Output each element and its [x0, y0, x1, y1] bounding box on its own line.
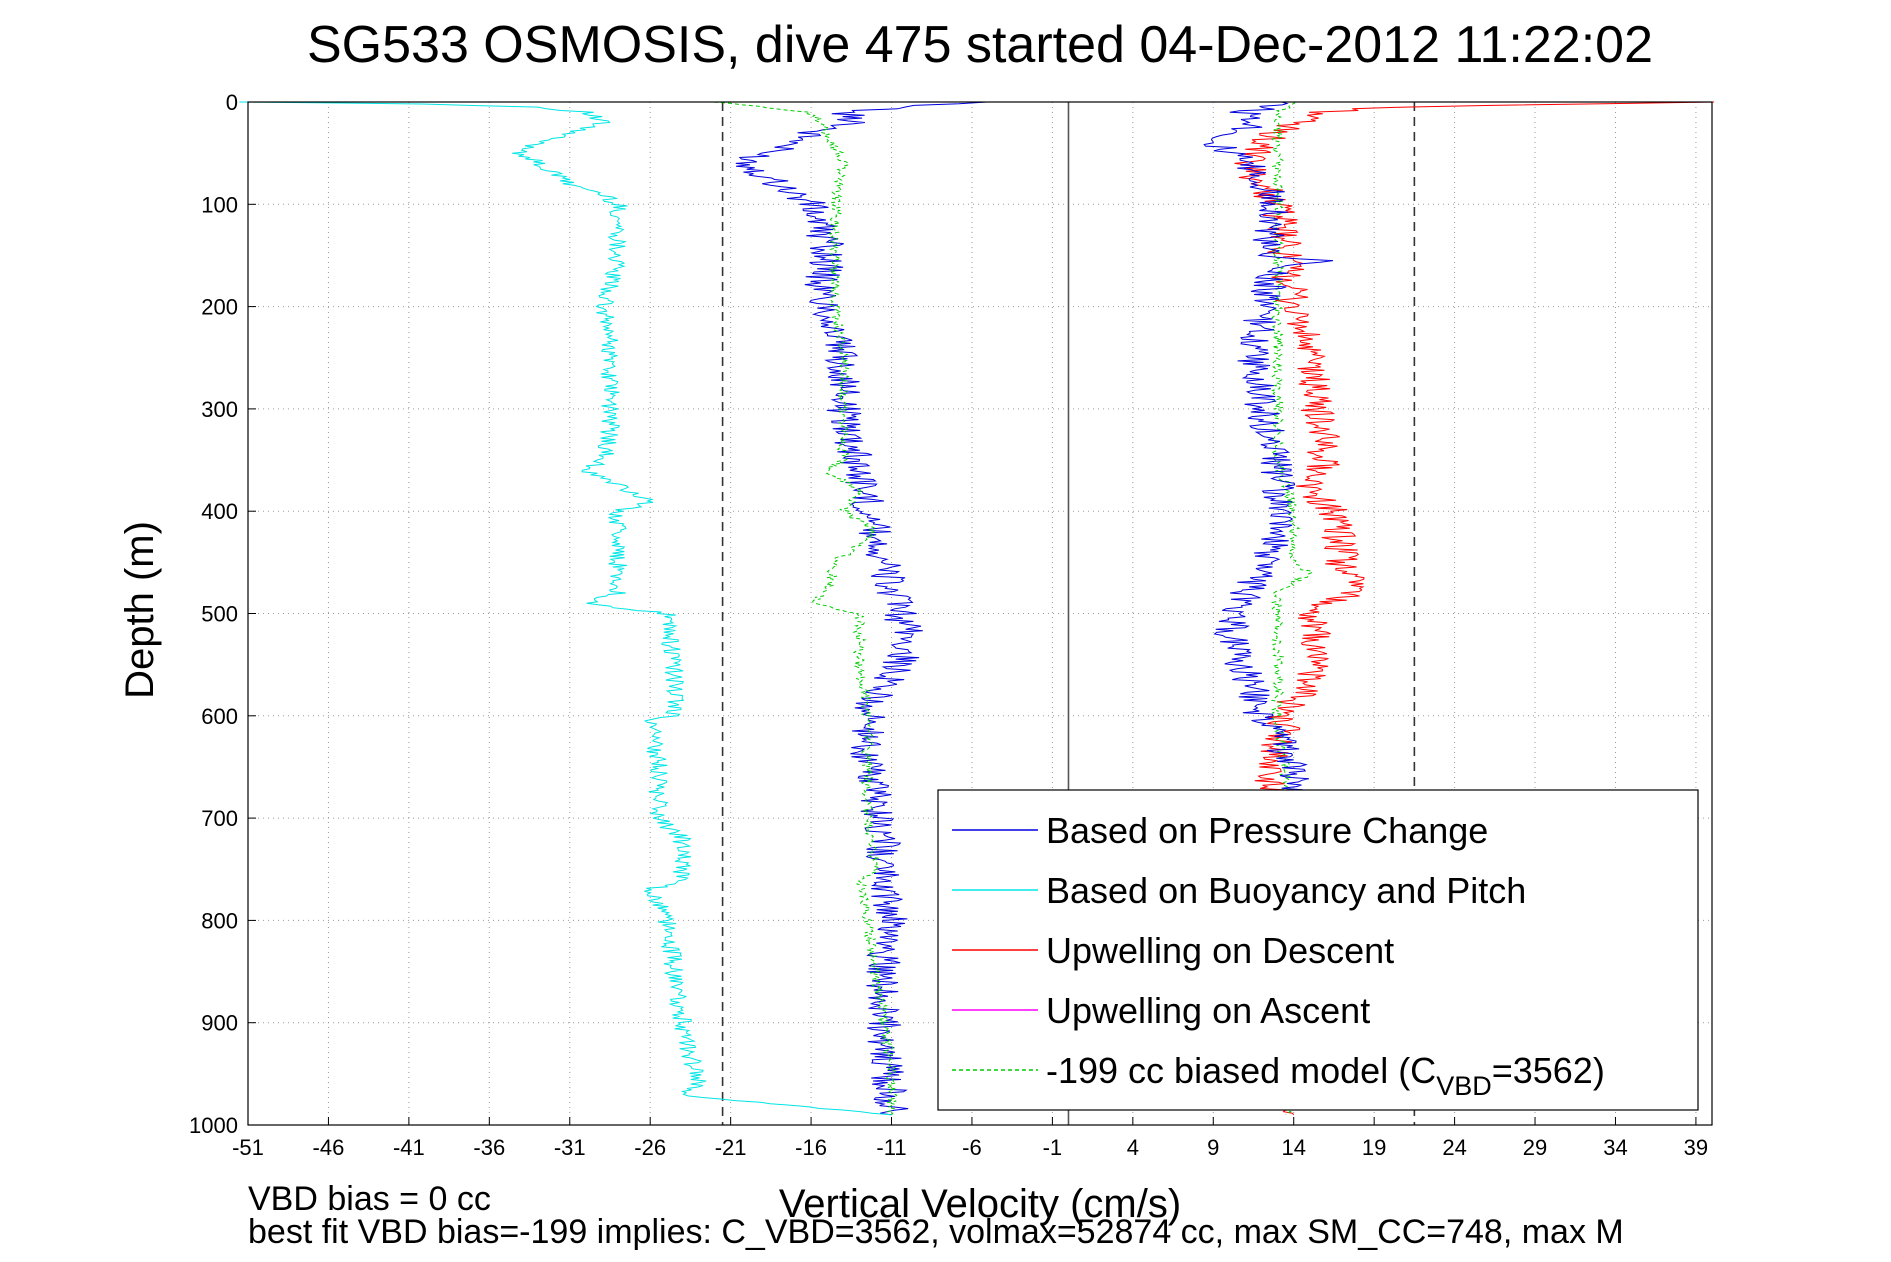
y-tick-label: 700 [201, 806, 238, 831]
footer-line-1: VBD bias = 0 cc [248, 1180, 491, 1218]
y-tick-label: 100 [201, 192, 238, 217]
x-tick-label: 24 [1442, 1135, 1466, 1160]
y-tick-label: 800 [201, 908, 238, 933]
legend-label: Based on Buoyancy and Pitch [1046, 870, 1526, 911]
x-tick-label: -36 [473, 1135, 505, 1160]
x-tick-label: -1 [1043, 1135, 1063, 1160]
legend-label: Upwelling on Ascent [1046, 990, 1370, 1031]
x-tick-label: -46 [313, 1135, 345, 1160]
x-tick-label: -6 [962, 1135, 982, 1160]
x-tick-label: 39 [1684, 1135, 1708, 1160]
x-tick-label: -16 [795, 1135, 827, 1160]
series-line [239, 101, 892, 1116]
y-tick-label: 900 [201, 1011, 238, 1036]
y-axis-ticks: 0 100 200 300 400 500 600 700 800 900 1000 [189, 90, 256, 1138]
legend-label-tail: =3562) [1492, 1050, 1605, 1091]
x-tick-label: 34 [1603, 1135, 1627, 1160]
chart-title: SG533 OSMOSIS, dive 475 started 04-Dec-2… [307, 16, 1653, 74]
x-tick-label: 9 [1207, 1135, 1219, 1160]
legend-label: Upwelling on Descent [1046, 930, 1394, 971]
x-tick-label: 4 [1127, 1135, 1139, 1160]
x-tick-label: -51 [232, 1135, 264, 1160]
x-tick-label: -11 [876, 1135, 906, 1160]
y-tick-label: 0 [226, 90, 238, 115]
y-tick-label: 200 [201, 295, 238, 320]
y-tick-label: 400 [201, 499, 238, 524]
legend-label: Based on Pressure Change [1046, 810, 1488, 851]
series-line [1203, 101, 1334, 799]
legend-label: -199 cc biased model (CVBD=3562) [1046, 1050, 1605, 1101]
x-tick-label: -21 [715, 1135, 747, 1160]
x-tick-label: -31 [554, 1135, 586, 1160]
y-tick-label: 1000 [189, 1113, 238, 1138]
x-tick-label: -41 [393, 1135, 425, 1160]
x-axis-ticks: -51 -46 -41 -36 -31 -26 -21 -16 -11 -6 -1 4 9 14 19 24 2… [232, 1117, 1708, 1160]
legend-box [937, 789, 1699, 1111]
y-axis-label: Depth (m) [118, 521, 162, 699]
y-tick-label: 300 [201, 397, 238, 422]
y-tick-label: 500 [201, 602, 238, 627]
footer-line-2: best fit VBD bias=-199 implies: C_VBD=35… [248, 1213, 1624, 1251]
series-line [713, 101, 898, 1116]
legend-label-subscript: VBD [1436, 1071, 1492, 1101]
x-tick-label: 29 [1523, 1135, 1547, 1160]
legend-label-main: -199 cc biased model (C [1046, 1050, 1436, 1091]
x-tick-label: 19 [1362, 1135, 1386, 1160]
legend: Based on Pressure Change Based on Buoyanc… [937, 789, 1699, 1111]
y-tick-label: 600 [201, 704, 238, 729]
series-line [735, 101, 987, 1116]
x-tick-label: -26 [634, 1135, 666, 1160]
x-tick-label: 14 [1281, 1135, 1305, 1160]
x-axis-label: Vertical Velocity (cm/s) [779, 1182, 1181, 1226]
